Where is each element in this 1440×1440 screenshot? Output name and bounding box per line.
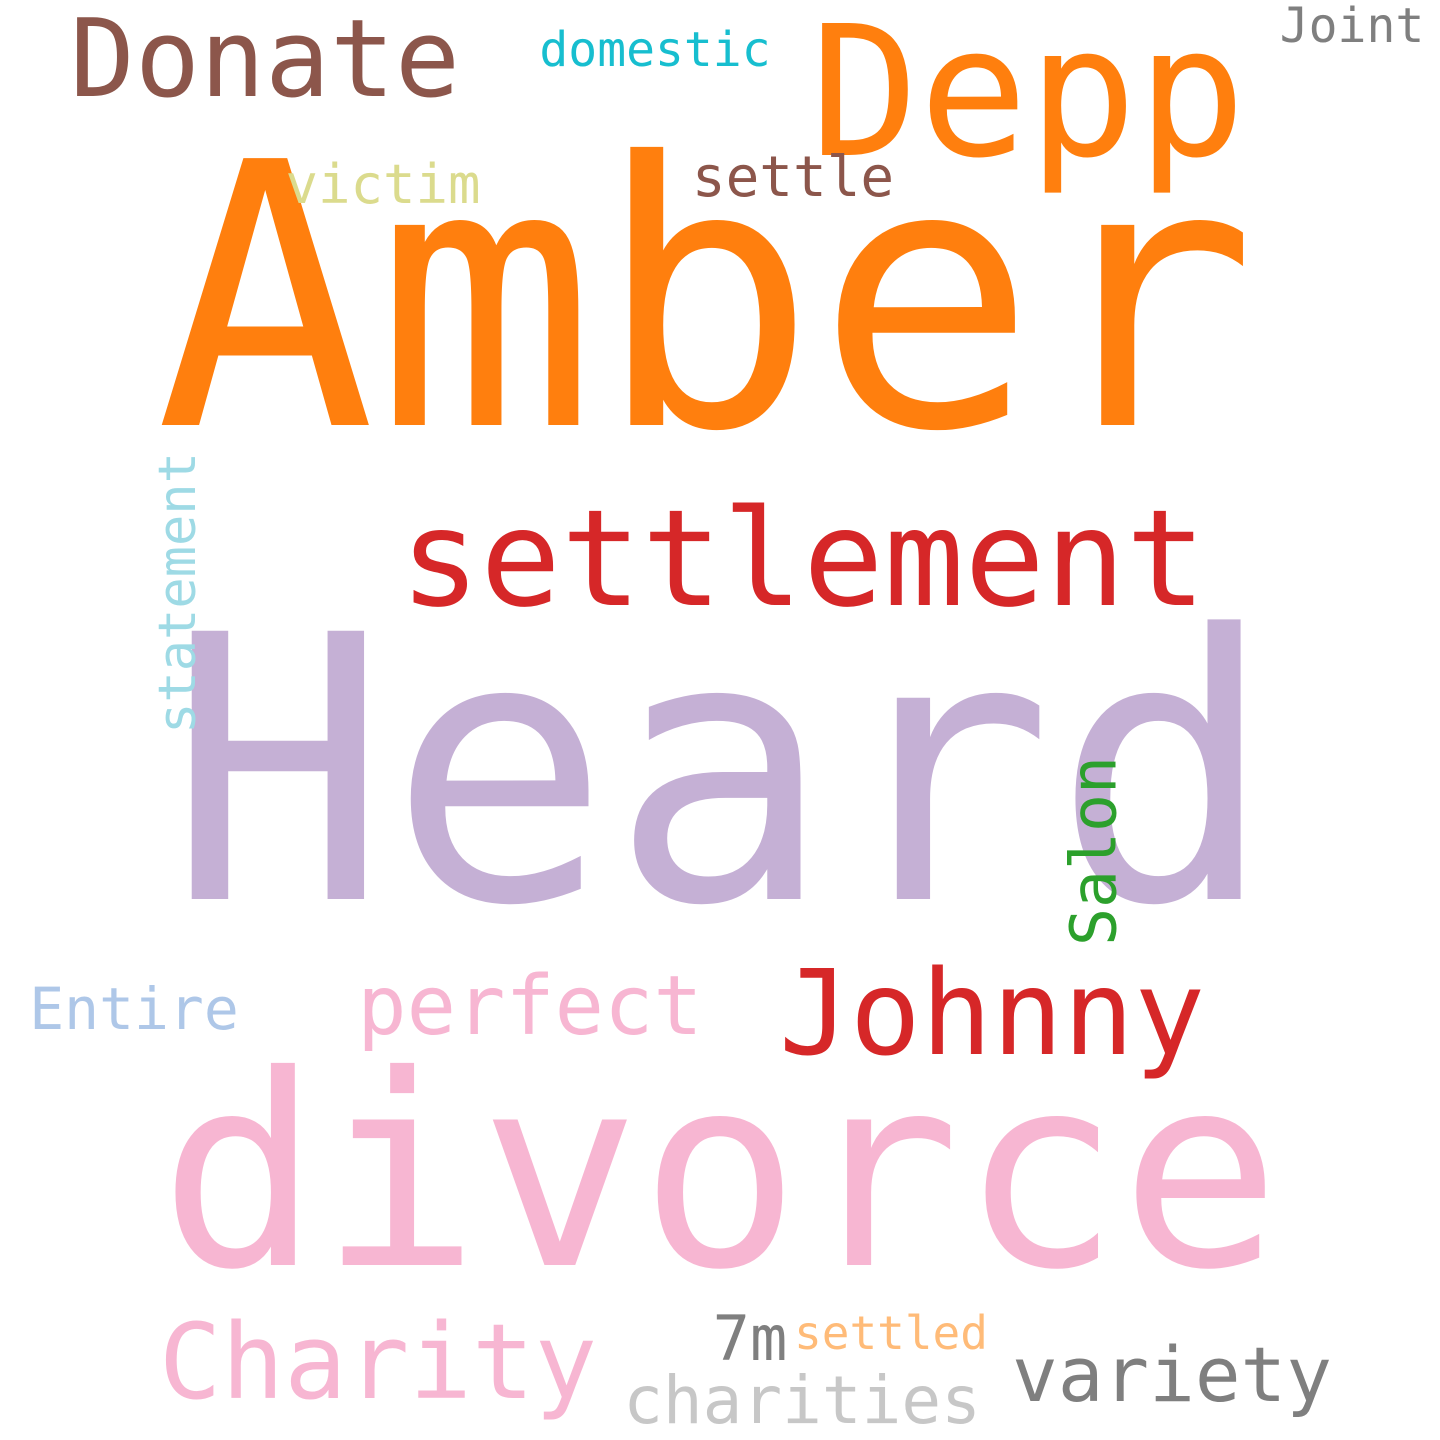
word-amber: Amber bbox=[155, 86, 1257, 512]
word-donate: Donate bbox=[69, 0, 461, 122]
word-settlement: settlement bbox=[399, 481, 1207, 637]
word-7m: 7m bbox=[712, 1302, 788, 1375]
word-settle: settle bbox=[691, 145, 895, 210]
word-johnny: Johnny bbox=[778, 944, 1206, 1082]
word-settled: settled bbox=[794, 1306, 988, 1360]
word-charity: Charity bbox=[158, 1301, 598, 1423]
word-joint: Joint bbox=[1279, 0, 1425, 54]
word-charities: charities bbox=[623, 1362, 981, 1439]
word-victim: victim bbox=[285, 153, 481, 216]
word-entire: Entire bbox=[29, 975, 239, 1043]
word-salon: Salon bbox=[1056, 756, 1131, 946]
word-depp: Depp bbox=[810, 0, 1246, 198]
word-variety: variety bbox=[1012, 1331, 1332, 1420]
word-statement: statement bbox=[148, 452, 208, 734]
word-heard: Heard bbox=[167, 557, 1275, 986]
word-divorce: divorce bbox=[159, 1018, 1281, 1328]
word-perfect: perfect bbox=[357, 959, 703, 1054]
word-domestic: domestic bbox=[539, 22, 771, 78]
